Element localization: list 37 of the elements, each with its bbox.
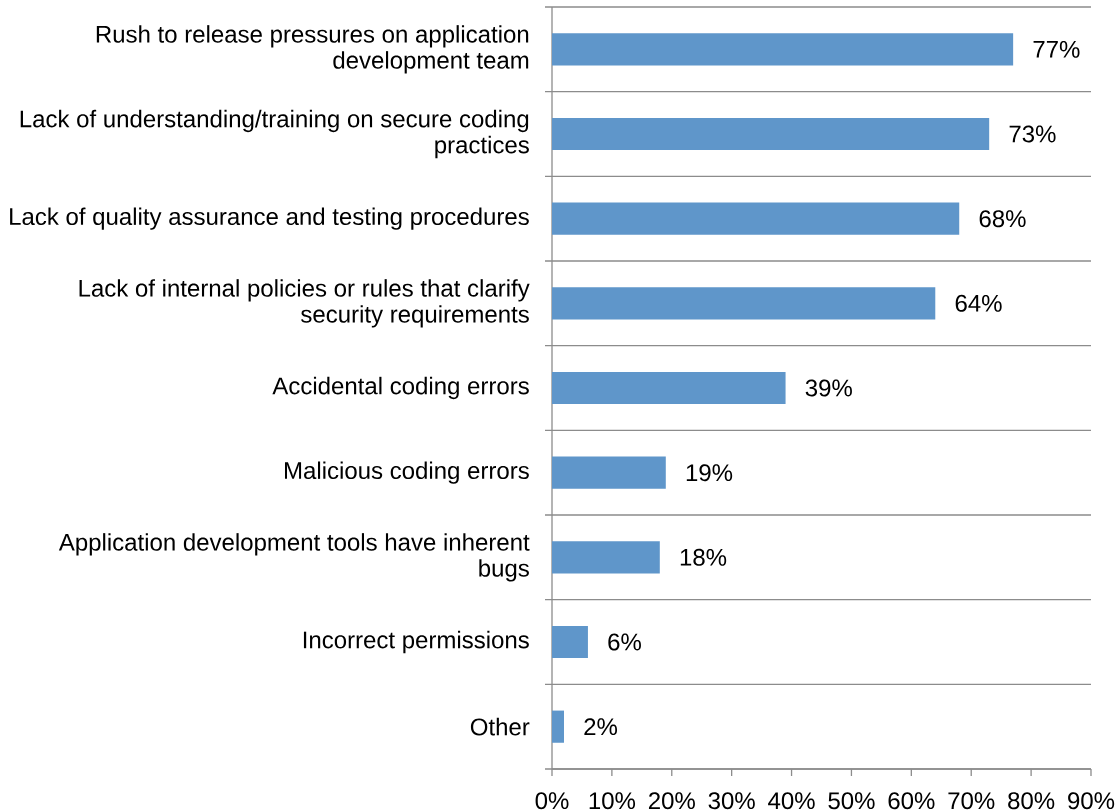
y-tick-label: Malicious coding errors — [285, 461, 529, 484]
y-tick-label: Accidental coding errors — [272, 376, 529, 400]
bar — [552, 33, 1014, 66]
y-tick-label: Rush to release pressures on application development team — [96, 25, 529, 74]
data-label: 18% — [680, 548, 727, 566]
y-tick-label: Lack of understanding/training on secure coding practices — [20, 109, 529, 159]
data-label: 19% — [686, 464, 733, 482]
bar — [552, 371, 786, 405]
x-tick-label: 40% — [768, 792, 815, 810]
y-tick-label: Lack of quality assurance and testing procedures — [10, 207, 529, 230]
y-tick-label: Incorrect permissions — [303, 630, 529, 654]
data-label: 73% — [1009, 125, 1056, 143]
data-label: 2% — [584, 718, 618, 736]
bar — [552, 625, 588, 659]
x-tick-label: 50% — [828, 792, 875, 810]
bar — [552, 117, 990, 151]
x-tick-label: 90% — [1068, 792, 1115, 810]
x-tick-label: 20% — [648, 792, 695, 810]
y-tick-label: Other — [470, 717, 530, 736]
bar — [552, 287, 936, 320]
x-tick-label: 0% — [535, 792, 569, 810]
x-tick-label: 60% — [888, 792, 935, 810]
bar — [552, 541, 660, 574]
data-label: 6% — [608, 633, 641, 651]
x-tick-label: 70% — [948, 792, 995, 810]
y-tick-label: Application development tools have inherent bugs — [58, 533, 530, 582]
data-label: 77% — [1033, 40, 1080, 58]
x-tick-label: 80% — [1008, 792, 1055, 810]
x-tick-label: 10% — [589, 792, 636, 810]
bar — [552, 456, 666, 489]
data-label: 64% — [955, 294, 1002, 312]
bar — [552, 710, 564, 743]
bar — [552, 202, 960, 235]
x-tick-label: 30% — [708, 792, 755, 810]
data-label: 39% — [805, 379, 852, 397]
y-tick-label: Lack of internal policies or rules that clarify security requirements — [79, 279, 530, 328]
data-label: 68% — [979, 210, 1026, 228]
